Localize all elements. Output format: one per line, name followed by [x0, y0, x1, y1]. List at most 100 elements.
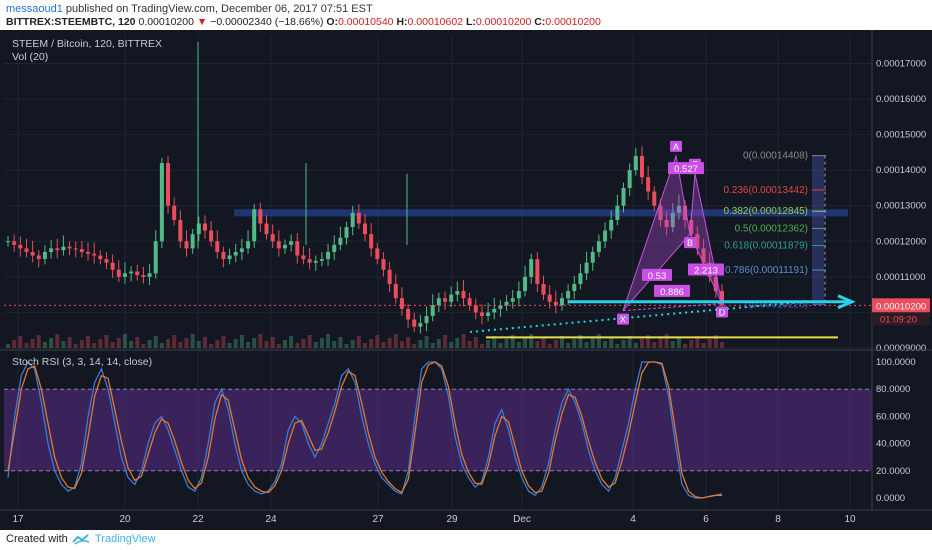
harmonic-point-tag: [617, 313, 629, 325]
candle-body: [227, 255, 232, 260]
volume-bar: [147, 340, 152, 348]
volume-bar: [30, 339, 35, 348]
fib-shade: [812, 155, 824, 305]
candle-body: [61, 246, 66, 251]
candle-body: [202, 223, 207, 231]
x-tick-label: 4: [630, 514, 636, 525]
x-tick-label: 10: [844, 514, 856, 525]
price-tick-label: 0.00012000: [876, 236, 926, 247]
candle-body: [184, 241, 189, 249]
harmonic-ratio-tag: [668, 162, 704, 175]
low-label: L:: [465, 16, 476, 28]
candle-body: [498, 305, 503, 309]
volume-bar: [504, 339, 509, 348]
change-value: −0.00002340 (−18.66%): [210, 16, 324, 28]
candle-body: [326, 251, 331, 260]
volume-bar: [42, 342, 47, 348]
harmonic-ratio-label: 0.886: [660, 287, 684, 298]
volume-bar: [633, 343, 638, 348]
main-pane-title: STEEM / Bitcoin, 120, BITTREX: [12, 38, 162, 50]
volume-bar: [652, 342, 657, 348]
candle-body: [535, 259, 540, 284]
volume-bar: [486, 340, 491, 348]
candle-body: [258, 209, 263, 224]
volume-bar: [202, 337, 207, 348]
volume-bar: [443, 335, 448, 348]
harmonic-point-tag: [716, 306, 728, 318]
volume-bar: [55, 334, 60, 348]
harmonic-ratio-label: 2.213: [694, 266, 718, 277]
candle-body: [116, 269, 121, 277]
candle-body: [153, 241, 158, 274]
volume-bar: [406, 337, 411, 348]
price-candles: [4, 42, 872, 334]
harmonic-point-label: A: [673, 142, 679, 152]
candle-body: [190, 234, 195, 249]
volume-bar: [6, 344, 10, 348]
candle-body: [652, 191, 657, 206]
volume-bar: [720, 342, 724, 348]
harmonic-ratio-label: 0.53: [648, 271, 667, 282]
harmonic-point-label: D: [719, 308, 726, 318]
volume-bar: [381, 342, 386, 348]
volume-bar: [393, 334, 398, 348]
volume-bar: [166, 339, 171, 348]
candle-body: [670, 212, 675, 228]
candle-body: [12, 241, 17, 245]
volume-bar: [418, 340, 423, 348]
volume-bar: [387, 338, 392, 348]
stoch-rsi-series-line: [7, 361, 722, 499]
harmonic-ratio-tag: [688, 263, 724, 276]
candle-body: [412, 319, 417, 327]
candle-body: [295, 241, 300, 256]
candle-body: [683, 205, 688, 220]
candle-body: [720, 291, 724, 306]
harmonic-point-tag: [670, 140, 682, 152]
tradingview-link[interactable]: TradingView: [95, 533, 156, 545]
volume-bar: [363, 343, 367, 348]
volume-bar: [221, 336, 226, 348]
candle-body: [541, 283, 546, 295]
candle-body: [239, 248, 244, 252]
chart-area[interactable]: 0(0.00014408) 0.236(0.00013442) 0.382(0.00…: [0, 30, 932, 530]
candle-body: [572, 283, 577, 292]
candle-body: [209, 230, 214, 242]
chart-svg[interactable]: 0(0.00014408) 0.236(0.00013442) 0.382(0.00…: [0, 30, 932, 530]
rsi-tick-label: 100.0000: [876, 357, 916, 368]
axes: 17 20 22 24 27 29 Dec 4 6 8 10 0.00017000 0.00016000…: [0, 30, 932, 525]
candle-body: [553, 301, 558, 306]
volume-bar: [49, 338, 54, 348]
volume-bar: [326, 334, 331, 348]
candle-body: [159, 163, 164, 242]
candle-body: [436, 298, 441, 306]
candle-body: [276, 241, 281, 249]
volume-bar: [689, 340, 694, 348]
harmonic-point-label: B: [687, 238, 693, 248]
high-value: 0.00010602: [407, 16, 464, 28]
publish-text: published on TradingView.com, December 0…: [62, 3, 373, 15]
x-tick-label: 29: [446, 514, 458, 525]
candle-body: [129, 271, 134, 274]
volume-bar: [412, 344, 417, 348]
candle-body: [172, 205, 177, 220]
volume-bar: [301, 339, 306, 348]
candle-body: [658, 205, 663, 220]
candle-body: [92, 253, 97, 256]
candle-body: [344, 227, 349, 238]
volume-bar: [344, 344, 349, 348]
volume-bar: [36, 335, 41, 348]
volume-bar: [695, 336, 700, 348]
open-value: 0.00010540: [338, 16, 394, 28]
candle-body: [301, 255, 306, 260]
fib-level-label: 0.382(0.00012845): [723, 206, 808, 217]
volume-bar: [683, 344, 688, 348]
candle-body: [596, 241, 601, 252]
volume-bar: [319, 338, 324, 348]
author-link[interactable]: messaoud1: [6, 3, 63, 15]
last-price: 0.00010200: [138, 16, 194, 28]
volume-bars: [6, 334, 724, 348]
fib-level-label: 0.618(0.00011879): [724, 241, 808, 252]
candle-body: [664, 219, 669, 228]
volume-bar: [449, 342, 454, 348]
candle-body: [313, 260, 318, 263]
